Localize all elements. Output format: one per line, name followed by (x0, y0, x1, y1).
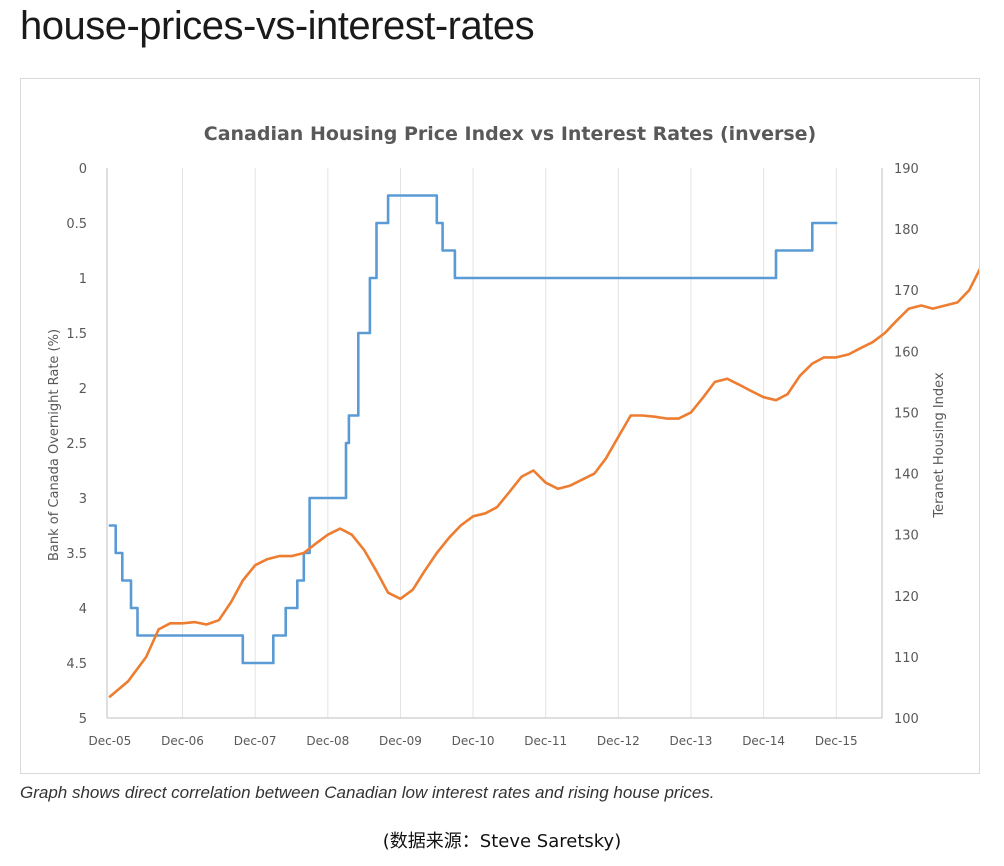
left-tick-label: 0 (79, 162, 87, 177)
x-tick-label: Dec-10 (452, 734, 495, 748)
x-tick-label: Dec-14 (742, 734, 785, 748)
right-tick-label: 150 (894, 406, 919, 421)
left-tick-label: 1.5 (66, 327, 87, 342)
page-title: house-prices-vs-interest-rates (20, 4, 535, 48)
left-tick-label: 2.5 (66, 437, 87, 452)
left-tick-label: 3 (79, 492, 87, 507)
x-tick-label: Dec-13 (670, 734, 713, 748)
x-tick-label: Dec-07 (234, 734, 277, 748)
right-tick-label: 140 (894, 468, 919, 483)
right-tick-label: 170 (894, 284, 919, 299)
right-tick-label: 190 (894, 162, 919, 177)
left-axis-label: Bank of Canada Overnight Rate (%) (47, 329, 62, 561)
chart-title: Canadian Housing Price Index vs Interest… (204, 123, 816, 145)
left-axis-ticks: 0 0.5 1 1.5 2 2.5 3 3.5 4 4.5 5 (66, 162, 87, 727)
right-tick-label: 160 (894, 345, 919, 360)
left-tick-label: 0.5 (66, 217, 87, 232)
axes (106, 168, 883, 719)
left-tick-label: 4 (79, 602, 87, 617)
left-tick-label: 4.5 (66, 657, 87, 672)
series-group (108, 194, 979, 698)
series-line-overnight-rate (108, 194, 838, 665)
x-tick-label: Dec-11 (524, 734, 567, 748)
x-tick-label: Dec-15 (815, 734, 858, 748)
right-tick-label: 120 (894, 590, 919, 605)
chart-container: Canadian Housing Price Index vs Interest… (20, 78, 980, 774)
figure-caption: Graph shows direct correlation between C… (20, 783, 715, 802)
x-tick-label: Dec-08 (306, 734, 349, 748)
chart-svg: Canadian Housing Price Index vs Interest… (47, 123, 979, 748)
series-line-housing-index (108, 267, 979, 698)
left-tick-label: 2 (79, 382, 87, 397)
right-tick-label: 130 (894, 529, 919, 544)
right-tick-label: 100 (894, 712, 919, 727)
x-tick-label: Dec-06 (161, 734, 204, 748)
right-axis-label: Teranet Housing Index (932, 372, 947, 519)
gridlines (182, 168, 837, 718)
x-tick-label: Dec-05 (88, 734, 131, 748)
right-tick-label: 180 (894, 223, 919, 238)
x-tick-label: Dec-12 (597, 734, 640, 748)
left-tick-label: 3.5 (66, 547, 87, 562)
right-tick-label: 110 (894, 651, 919, 666)
left-tick-label: 1 (79, 272, 87, 287)
source-credit: (数据来源：Steve Saretsky) (382, 831, 622, 852)
x-axis-ticks: Dec-05 Dec-06 Dec-07 Dec-08 Dec-09 Dec-10 Dec-… (88, 734, 857, 748)
right-axis-ticks: 190 180 170 160 150 140 130 120 110 100 (894, 162, 919, 727)
left-tick-label: 5 (79, 712, 87, 727)
x-tick-label: Dec-09 (379, 734, 422, 748)
